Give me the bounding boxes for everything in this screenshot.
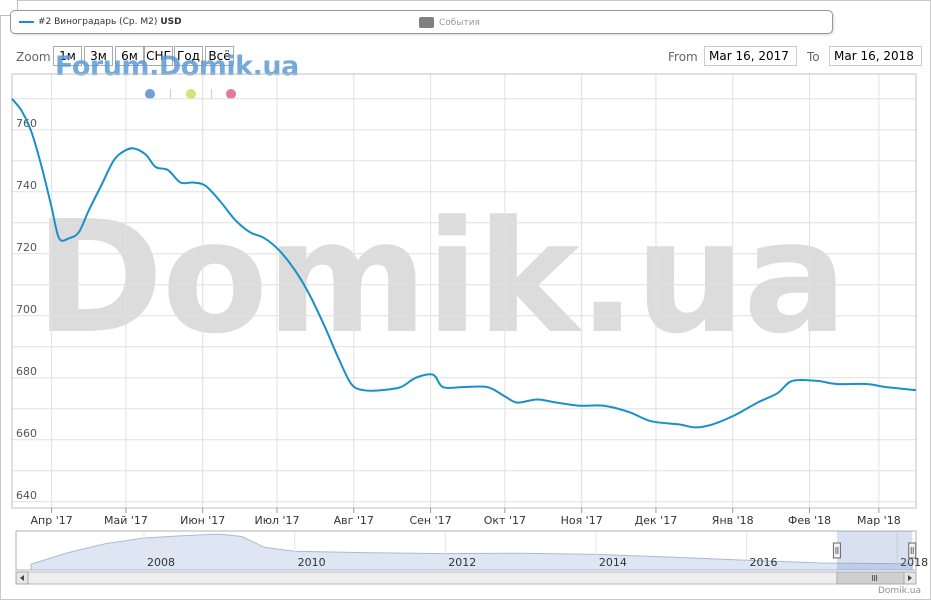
zoom-button-3m[interactable]: 3м bbox=[84, 46, 113, 66]
series-line[interactable] bbox=[11, 98, 917, 429]
y-tick-label: 640 bbox=[16, 489, 37, 502]
y-tick-label: 680 bbox=[16, 365, 37, 378]
legend-item-events[interactable]: События bbox=[419, 17, 480, 28]
zoom-label: Zoom bbox=[16, 50, 51, 64]
legend-item-series[interactable]: #2 Виноградарь (Ср. М2) USD bbox=[19, 17, 182, 27]
x-tick-label: Сен '17 bbox=[409, 514, 451, 527]
arrow-left-icon bbox=[20, 575, 24, 581]
from-date-input[interactable] bbox=[704, 46, 797, 66]
y-tick-label: 720 bbox=[16, 241, 37, 254]
y-tick-label: 700 bbox=[16, 303, 37, 316]
logo-divider bbox=[211, 89, 212, 99]
navigator-handle-right[interactable] bbox=[908, 542, 917, 559]
events-rect-icon bbox=[419, 17, 434, 28]
x-tick-label: Май '17 bbox=[104, 514, 148, 527]
x-tick-label: Июн '17 bbox=[180, 514, 225, 527]
logo-dot-pink-icon bbox=[226, 89, 236, 99]
navigator-handle-left[interactable] bbox=[832, 542, 841, 559]
navigator-year-label: 2012 bbox=[448, 556, 476, 569]
to-date-input[interactable] bbox=[829, 46, 922, 66]
navigator-selected-range[interactable] bbox=[836, 531, 913, 570]
logo-divider bbox=[170, 89, 171, 99]
handle-body bbox=[832, 542, 841, 559]
x-tick-label: Мар '18 bbox=[857, 514, 901, 527]
navigator-year-label: 2016 bbox=[750, 556, 778, 569]
logo-dot-blue-icon bbox=[145, 89, 155, 99]
x-tick-label: Апр '17 bbox=[31, 514, 73, 527]
arrow-right-icon bbox=[908, 575, 912, 581]
legend-series-unit: USD bbox=[160, 17, 182, 27]
from-label: From bbox=[668, 50, 698, 64]
zoom-button-ytd[interactable]: СНГ bbox=[144, 46, 173, 66]
series-line-icon bbox=[19, 21, 34, 23]
y-tick-label: 660 bbox=[16, 427, 37, 440]
navigator-year-label: 2010 bbox=[298, 556, 326, 569]
navigator-year-label: 2014 bbox=[599, 556, 627, 569]
zoom-button-year[interactable]: Год bbox=[174, 46, 203, 66]
handle-body bbox=[908, 542, 917, 559]
x-tick-label: Июл '17 bbox=[254, 514, 299, 527]
x-tick-label: Фев '18 bbox=[788, 514, 831, 527]
scrollbar-track[interactable] bbox=[15, 571, 917, 585]
zoom-button-all[interactable]: Всё bbox=[205, 46, 234, 66]
x-tick-label: Окт '17 bbox=[484, 514, 526, 527]
x-tick-label: Авг '17 bbox=[334, 514, 374, 527]
plot-area-border bbox=[11, 73, 917, 509]
navigator-year-label: 2018 bbox=[900, 556, 928, 569]
x-tick-label: Ноя '17 bbox=[561, 514, 603, 527]
zoom-button-6m[interactable]: 6м bbox=[115, 46, 144, 66]
zoom-button-1m[interactable]: 1м bbox=[53, 46, 82, 66]
credit-label: Domik.ua bbox=[878, 586, 921, 596]
navigator-series-area bbox=[30, 533, 913, 571]
legend-series-label: #2 Виноградарь (Ср. М2) bbox=[38, 17, 158, 27]
x-tick-label: Янв '18 bbox=[712, 514, 754, 527]
y-tick-label: 740 bbox=[16, 179, 37, 192]
navigator-year-label: 2008 bbox=[147, 556, 175, 569]
legend-events-label: События bbox=[439, 17, 480, 28]
y-tick-label: 760 bbox=[16, 117, 37, 130]
to-label: To bbox=[807, 50, 820, 64]
logo-dot-yellow-icon bbox=[186, 89, 196, 99]
legend: #2 Виноградарь (Ср. М2) USD События bbox=[10, 10, 833, 34]
watermark-forum-logo: Forum.Domik.ua bbox=[55, 51, 299, 82]
x-tick-label: Дек '17 bbox=[635, 514, 678, 527]
